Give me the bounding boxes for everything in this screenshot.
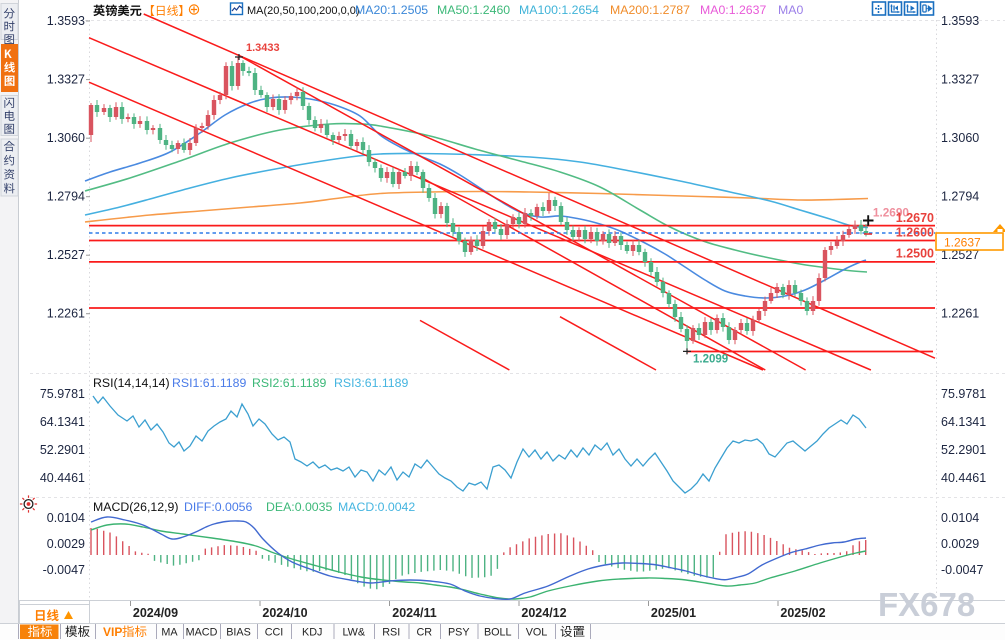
svg-text:2024/10: 2024/10 [262, 606, 307, 620]
svg-text:2024/09: 2024/09 [133, 606, 178, 620]
svg-text:LW&: LW& [342, 627, 365, 639]
svg-text:MA(20,50,100,200,0,0): MA(20,50,100,200,0,0) [247, 5, 360, 17]
svg-text:RSI(14,14,14): RSI(14,14,14) [93, 376, 170, 390]
svg-text:MA50:1.2460: MA50:1.2460 [437, 3, 510, 17]
svg-text:0.0029: 0.0029 [941, 537, 979, 551]
svg-text:VIP: VIP [103, 625, 122, 639]
svg-text:RSI3:61.1189: RSI3:61.1189 [334, 376, 408, 390]
svg-text:40.4461: 40.4461 [941, 471, 986, 485]
svg-text:MA: MA [161, 627, 178, 639]
svg-text:PSY: PSY [448, 627, 470, 639]
svg-text:RSI: RSI [382, 627, 400, 639]
svg-text:1.3060: 1.3060 [941, 131, 979, 145]
svg-text:0.0104: 0.0104 [47, 511, 85, 525]
svg-text:MA100:1.2654: MA100:1.2654 [519, 3, 599, 17]
svg-text:-0.0047: -0.0047 [43, 563, 85, 577]
svg-text:1.3433: 1.3433 [246, 42, 280, 54]
svg-text:1.2099: 1.2099 [693, 354, 728, 366]
svg-text:52.2901: 52.2901 [40, 443, 85, 457]
svg-text:1.2527: 1.2527 [47, 248, 85, 262]
svg-text:0.0104: 0.0104 [941, 511, 979, 525]
svg-text:1.2794: 1.2794 [47, 190, 85, 204]
svg-text:64.1341: 64.1341 [40, 415, 85, 429]
svg-text:1.3060: 1.3060 [47, 131, 85, 145]
svg-text:CR: CR [416, 627, 432, 639]
svg-text:1.3327: 1.3327 [47, 73, 85, 87]
svg-text:MACD: MACD [186, 627, 218, 639]
svg-text:DEA:0.0035: DEA:0.0035 [266, 500, 332, 514]
svg-text:2024/12: 2024/12 [521, 606, 566, 620]
svg-text:MACD:0.0042: MACD:0.0042 [338, 500, 415, 514]
svg-text:BOLL: BOLL [484, 627, 512, 639]
svg-text:1.2690: 1.2690 [873, 206, 910, 220]
svg-text:-0.0047: -0.0047 [941, 563, 983, 577]
svg-text:1.2794: 1.2794 [941, 190, 979, 204]
svg-text:40.4461: 40.4461 [40, 471, 85, 485]
svg-text:BIAS: BIAS [226, 627, 251, 639]
svg-text:MA0: MA0 [778, 3, 803, 17]
svg-text:1.2527: 1.2527 [941, 248, 979, 262]
svg-text:KDJ: KDJ [302, 627, 322, 639]
svg-text:52.2901: 52.2901 [941, 443, 986, 457]
svg-text:1.2670: 1.2670 [896, 211, 934, 225]
svg-text:64.1341: 64.1341 [941, 415, 986, 429]
svg-text:MA20:1.2505: MA20:1.2505 [355, 3, 428, 17]
svg-text:2024/11: 2024/11 [392, 606, 437, 620]
svg-text:MACD(26,12,9): MACD(26,12,9) [93, 500, 178, 514]
svg-text:CCI: CCI [265, 627, 284, 639]
svg-text:1.2637: 1.2637 [944, 236, 981, 250]
svg-text:MA0:1.2637: MA0:1.2637 [700, 3, 766, 17]
svg-text:RSI1:61.1189: RSI1:61.1189 [172, 376, 246, 390]
svg-text:1.3593: 1.3593 [47, 14, 85, 28]
svg-text:1.2261: 1.2261 [47, 307, 85, 321]
svg-text:1.3593: 1.3593 [941, 14, 979, 28]
svg-text:FX678: FX678 [878, 586, 975, 623]
svg-text:1.2500: 1.2500 [896, 247, 934, 261]
svg-text:DIFF:0.0056: DIFF:0.0056 [184, 500, 253, 514]
svg-text:1.3327: 1.3327 [941, 73, 979, 87]
svg-text:RSI2:61.1189: RSI2:61.1189 [252, 376, 326, 390]
svg-text:1.2600: 1.2600 [896, 226, 934, 240]
svg-text:75.9781: 75.9781 [941, 387, 986, 401]
svg-text:2025/01: 2025/01 [651, 606, 696, 620]
svg-text:1.2261: 1.2261 [941, 307, 979, 321]
svg-text:0.0029: 0.0029 [47, 537, 85, 551]
svg-text:2025/02: 2025/02 [780, 606, 825, 620]
svg-text:VOL: VOL [526, 627, 548, 639]
svg-text:75.9781: 75.9781 [40, 387, 85, 401]
svg-text:MA200:1.2787: MA200:1.2787 [610, 3, 690, 17]
